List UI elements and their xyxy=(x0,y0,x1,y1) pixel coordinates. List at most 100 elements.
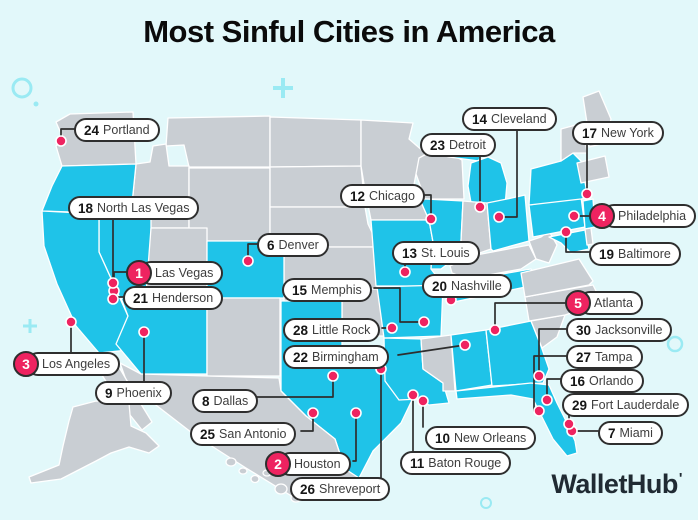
city-name: Detroit xyxy=(449,138,486,152)
city-name: San Antonio xyxy=(219,427,287,441)
city-label-detroit: 23 Detroit xyxy=(420,133,496,157)
page-title: Most Sinful Cities in America xyxy=(143,14,555,49)
city-label-little-rock: 28 Little Rock xyxy=(283,318,381,342)
label-pill: 11 Baton Rouge xyxy=(400,451,512,475)
connector-line-baltimore xyxy=(565,231,591,253)
city-rank: 30 xyxy=(576,322,592,338)
city-dot-baton-rouge xyxy=(407,389,419,401)
city-label-memphis: 15 Memphis xyxy=(282,278,372,302)
label-pill: 8 Dallas xyxy=(192,389,259,413)
city-rank: 22 xyxy=(293,349,309,365)
city-rank: 16 xyxy=(570,373,586,389)
city-label-baltimore: 19 Baltimore xyxy=(589,242,681,266)
state-virginia xyxy=(520,258,594,298)
connector-line-orlando xyxy=(546,378,562,401)
city-dot-san-antonio xyxy=(307,407,319,419)
rank-badge: 3 xyxy=(13,351,39,377)
city-dot-cleveland xyxy=(493,211,505,223)
city-name: Memphis xyxy=(311,283,362,297)
city-name: Nashville xyxy=(451,279,502,293)
city-rank: 8 xyxy=(202,393,210,409)
city-rank: 25 xyxy=(200,426,216,442)
state-west-virginia xyxy=(528,230,558,264)
label-pill: 29 Fort Lauderdale xyxy=(562,393,690,417)
city-label-houston: 2 Houston xyxy=(265,451,351,477)
city-label-tampa: 27 Tampa xyxy=(566,345,643,369)
label-pill: 24 Portland xyxy=(74,118,160,142)
city-name: Little Rock xyxy=(312,323,371,337)
city-dot-little-rock xyxy=(386,322,398,334)
label-pill: 22 Birmingham xyxy=(283,345,389,369)
connector-line-atlanta xyxy=(494,302,568,331)
city-name: Jacksonville xyxy=(595,323,663,337)
city-rank: 23 xyxy=(430,137,446,153)
city-label-north-las-vegas: 18 North Las Vegas xyxy=(68,196,200,220)
connector-line-birmingham xyxy=(397,344,466,356)
city-dot-tampa xyxy=(533,405,545,417)
label-pill: Las Vegas xyxy=(139,261,224,285)
city-name: Chicago xyxy=(369,189,415,203)
connector-line-jacksonville xyxy=(538,328,568,377)
city-label-shreveport: 26 Shreveport xyxy=(290,477,391,501)
city-label-new-york: 17 New York xyxy=(572,121,664,145)
city-name: Henderson xyxy=(152,291,214,305)
label-pill: 16 Orlando xyxy=(560,369,644,393)
decoration-ring-icon xyxy=(480,497,492,509)
city-label-los-angeles: 3 Los Angeles xyxy=(13,351,121,377)
state-michigan xyxy=(467,156,508,209)
city-rank: 10 xyxy=(435,430,451,446)
city-rank: 26 xyxy=(300,481,316,497)
city-dot-atlanta xyxy=(489,324,501,336)
city-dot-memphis xyxy=(418,316,430,328)
city-name: Orlando xyxy=(589,374,634,388)
city-rank: 11 xyxy=(410,455,425,471)
label-pill: 18 North Las Vegas xyxy=(68,196,200,220)
city-label-las-vegas: 1 Las Vegas xyxy=(126,260,224,286)
rank-badge: 1 xyxy=(126,260,152,286)
city-label-cleveland: 14 Cleveland xyxy=(462,107,557,131)
city-rank: 27 xyxy=(576,349,592,365)
city-label-portland: 24 Portland xyxy=(74,118,160,142)
city-name: Philadelphia xyxy=(618,209,687,223)
city-dot-orlando xyxy=(541,394,553,406)
label-pill: 17 New York xyxy=(572,121,664,145)
label-pill: 7 Miami xyxy=(598,421,663,445)
city-rank: 19 xyxy=(599,246,615,262)
city-dot-north-las-vegas xyxy=(107,277,119,289)
label-pill: 30 Jacksonville xyxy=(566,318,673,342)
label-pill: 14 Cleveland xyxy=(462,107,557,131)
connector-line-dallas xyxy=(255,375,334,398)
city-name: Fort Lauderdale xyxy=(591,398,680,412)
label-pill: 21 Henderson xyxy=(123,286,224,310)
city-rank: 21 xyxy=(133,290,149,306)
decoration-ring-icon xyxy=(666,335,684,353)
city-label-henderson: 21 Henderson xyxy=(123,286,224,310)
city-label-phoenix: 9 Phoenix xyxy=(95,381,172,405)
city-dot-portland xyxy=(55,135,67,147)
city-dot-new-york xyxy=(581,188,593,200)
label-pill: 6 Denver xyxy=(257,233,329,257)
city-dot-baltimore xyxy=(560,226,572,238)
wallethub-logo: WalletHub' xyxy=(551,469,682,499)
state-maryland xyxy=(548,229,590,254)
city-name: New Orleans xyxy=(454,431,527,445)
decoration-plus-icon xyxy=(23,319,37,333)
city-label-dallas: 8 Dallas xyxy=(192,389,259,413)
connector-line-cleveland xyxy=(498,127,518,218)
city-dot-chicago xyxy=(425,213,437,225)
city-name: Atlanta xyxy=(594,296,633,310)
label-pill: 13 St. Louis xyxy=(392,241,480,265)
city-rank: 20 xyxy=(432,278,448,294)
state-new-mexico xyxy=(206,297,281,377)
city-rank: 18 xyxy=(78,200,94,216)
city-label-san-antonio: 25 San Antonio xyxy=(190,422,297,446)
city-label-philadelphia: 4 Philadelphia xyxy=(589,203,697,229)
city-rank: 15 xyxy=(292,282,308,298)
city-dot-birmingham xyxy=(459,339,471,351)
label-pill: 23 Detroit xyxy=(420,133,496,157)
city-label-birmingham: 22 Birmingham xyxy=(283,345,389,369)
city-rank: 28 xyxy=(293,322,309,338)
rank-badge: 4 xyxy=(589,203,615,229)
city-name: Baltimore xyxy=(618,247,671,261)
